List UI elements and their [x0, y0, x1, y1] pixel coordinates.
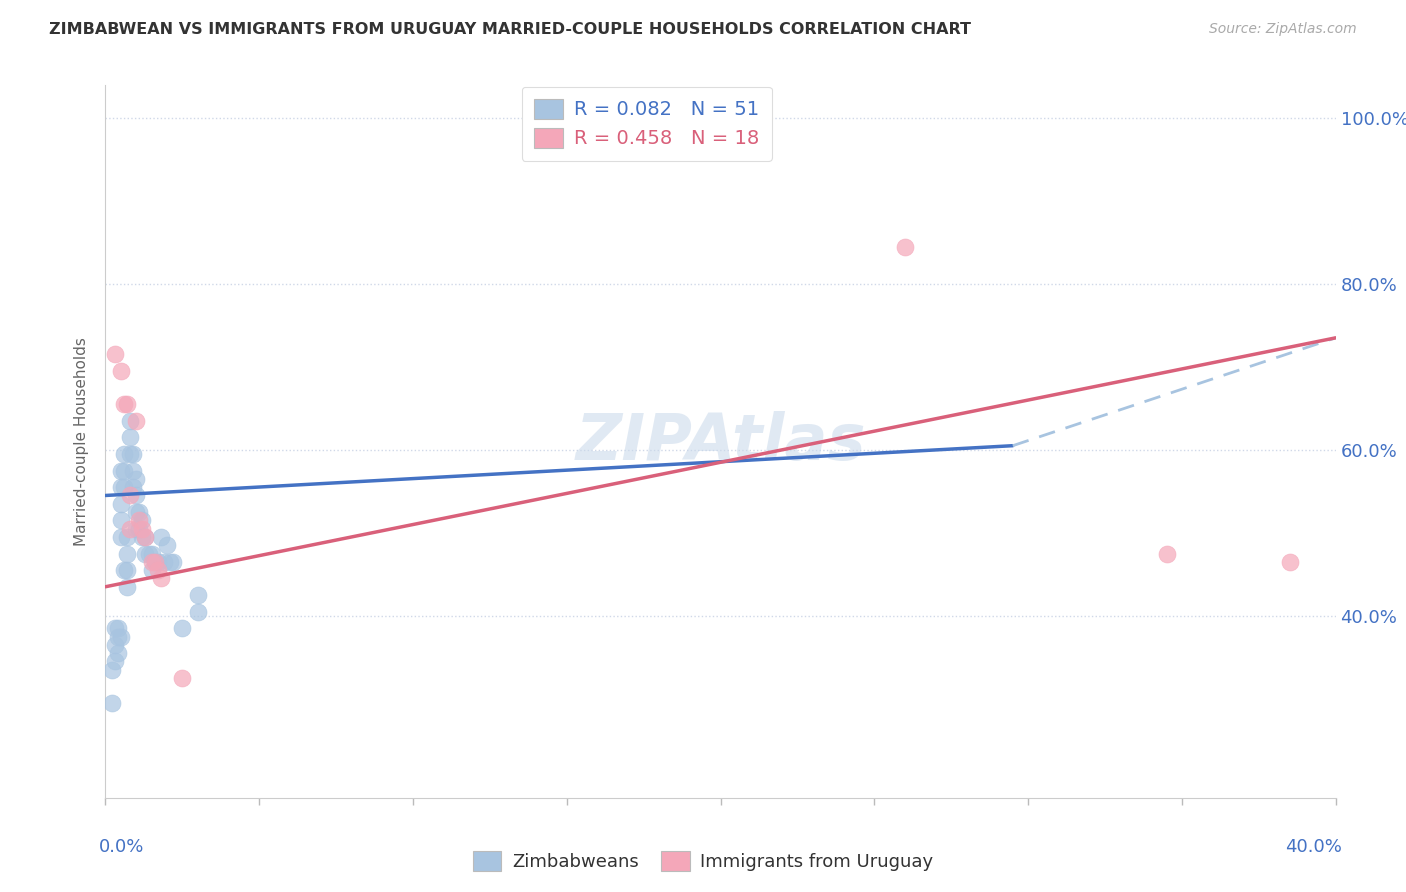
- Legend: Zimbabweans, Immigrants from Uruguay: Zimbabweans, Immigrants from Uruguay: [465, 844, 941, 879]
- Point: [107, 621, 129, 635]
- Text: ZIMBABWEAN VS IMMIGRANTS FROM URUGUAY MARRIED-COUPLE HOUSEHOLDS CORRELATION CHAR: ZIMBABWEAN VS IMMIGRANTS FROM URUGUAY MA…: [49, 22, 972, 37]
- Y-axis label: Married-couple Households: Married-couple Households: [75, 337, 90, 546]
- Point: [120, 522, 141, 536]
- Point: [134, 530, 156, 544]
- Point: [112, 480, 135, 494]
- Point: [104, 655, 127, 669]
- Point: [134, 530, 156, 544]
- Point: [112, 397, 135, 411]
- Point: [112, 447, 135, 461]
- Legend: R = 0.082   N = 51, R = 0.458   N = 18: R = 0.082 N = 51, R = 0.458 N = 18: [522, 87, 772, 161]
- Point: [143, 555, 166, 569]
- Point: [125, 488, 148, 502]
- Point: [115, 397, 138, 411]
- Point: [125, 505, 148, 519]
- Point: [120, 447, 141, 461]
- Point: [120, 488, 141, 502]
- Point: [894, 239, 917, 253]
- Point: [138, 547, 160, 561]
- Point: [149, 530, 172, 544]
- Text: 40.0%: 40.0%: [1285, 838, 1341, 855]
- Point: [141, 547, 163, 561]
- Point: [128, 505, 150, 519]
- Point: [115, 580, 138, 594]
- Point: [122, 480, 145, 494]
- Point: [120, 430, 141, 444]
- Point: [162, 555, 184, 569]
- Point: [110, 530, 132, 544]
- Point: [156, 538, 179, 552]
- Point: [187, 605, 209, 619]
- Point: [125, 522, 148, 536]
- Point: [110, 364, 132, 378]
- Point: [125, 414, 148, 428]
- Point: [131, 530, 153, 544]
- Point: [110, 513, 132, 527]
- Point: [110, 630, 132, 644]
- Point: [146, 563, 169, 577]
- Point: [146, 555, 169, 569]
- Point: [149, 571, 172, 585]
- Point: [122, 447, 145, 461]
- Point: [131, 513, 153, 527]
- Point: [115, 563, 138, 577]
- Point: [1278, 555, 1301, 569]
- Point: [125, 472, 148, 486]
- Point: [110, 464, 132, 478]
- Point: [187, 588, 209, 602]
- Point: [110, 497, 132, 511]
- Point: [110, 480, 132, 494]
- Text: Source: ZipAtlas.com: Source: ZipAtlas.com: [1209, 22, 1357, 37]
- Point: [122, 464, 145, 478]
- Point: [112, 464, 135, 478]
- Point: [153, 555, 176, 569]
- Point: [104, 347, 127, 361]
- Point: [100, 696, 122, 710]
- Point: [131, 522, 153, 536]
- Point: [134, 547, 156, 561]
- Point: [120, 414, 141, 428]
- Point: [104, 621, 127, 635]
- Point: [100, 663, 122, 677]
- Point: [104, 638, 127, 652]
- Point: [159, 555, 181, 569]
- Point: [115, 547, 138, 561]
- Text: ZIPAtlas: ZIPAtlas: [575, 410, 866, 473]
- Point: [128, 522, 150, 536]
- Point: [172, 621, 194, 635]
- Point: [112, 563, 135, 577]
- Point: [128, 513, 150, 527]
- Point: [107, 630, 129, 644]
- Point: [143, 555, 166, 569]
- Point: [1156, 547, 1178, 561]
- Point: [172, 671, 194, 685]
- Point: [141, 563, 163, 577]
- Point: [141, 555, 163, 569]
- Point: [107, 646, 129, 660]
- Point: [115, 530, 138, 544]
- Text: 0.0%: 0.0%: [100, 838, 145, 855]
